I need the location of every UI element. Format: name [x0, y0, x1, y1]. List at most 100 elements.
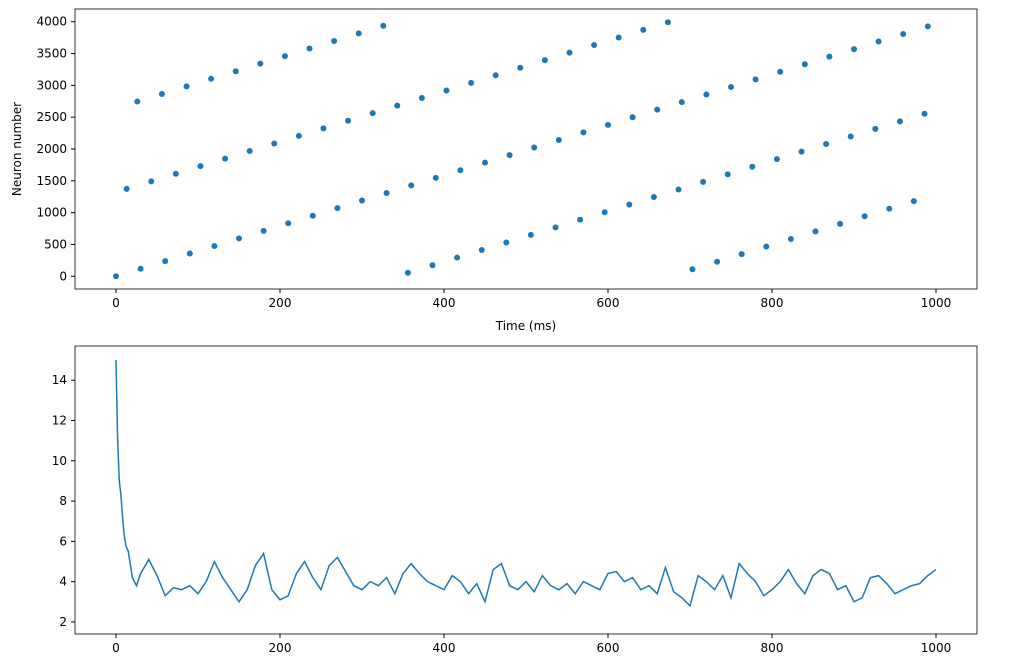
spike-point [443, 87, 450, 94]
spike-point [492, 72, 499, 79]
spike-point [113, 273, 119, 280]
spike-point [148, 178, 155, 185]
spike-point [798, 148, 805, 155]
spike-point [823, 141, 830, 148]
spike-point [123, 185, 130, 192]
spike-point [295, 132, 302, 139]
spike-point [172, 170, 179, 177]
x-tick-label: 600 [597, 641, 620, 655]
spike-point [615, 34, 622, 41]
y-tick-label: 500 [44, 237, 67, 251]
spike-point [334, 205, 341, 212]
spike-point [380, 22, 387, 29]
spike-point [257, 60, 264, 67]
spike-point [801, 61, 808, 68]
spike-point [738, 251, 745, 258]
spike-point [320, 125, 327, 132]
spike-point [359, 197, 365, 204]
spike-point [851, 46, 857, 53]
spike-point [134, 98, 141, 105]
y-tick-label: 2500 [36, 110, 67, 124]
spike-point [271, 140, 278, 147]
y-tick-label: 3000 [36, 78, 67, 92]
spike-point [158, 90, 165, 97]
y-tick-label: 10 [52, 454, 67, 468]
line-series [115, 360, 937, 608]
spike-point [689, 266, 696, 273]
spike-point [517, 64, 524, 71]
y-tick-label: 6 [59, 534, 67, 548]
x-axis-label: Time (ms) [495, 319, 557, 333]
spike-point [650, 194, 657, 201]
spike-point [714, 258, 721, 265]
spike-point [183, 83, 190, 90]
spike-point [197, 163, 204, 170]
spike-point [847, 133, 854, 140]
spike-point [281, 53, 288, 60]
y-tick-label: 12 [52, 414, 67, 428]
x-tick-label: 0 [112, 296, 120, 310]
spike-point [531, 144, 538, 151]
spike-point [552, 224, 559, 231]
spike-point [626, 201, 633, 208]
spike-point [700, 178, 707, 185]
spike-point [924, 23, 931, 30]
spike-point [162, 258, 169, 265]
x-tick-label: 800 [761, 296, 784, 310]
spike-point [246, 148, 253, 155]
spike-point [468, 79, 475, 86]
spike-point [222, 155, 229, 162]
spike-point [872, 125, 879, 132]
spike-point [482, 159, 488, 166]
spike-point [394, 102, 401, 109]
spike-point [429, 262, 436, 269]
spike-point [812, 228, 819, 235]
x-tick-label: 1000 [921, 641, 952, 655]
spike-point [457, 167, 464, 174]
spike-point [763, 243, 770, 250]
y-tick-label: 4 [59, 575, 67, 589]
spike-point [541, 57, 548, 64]
spike-point [921, 110, 928, 117]
spike-point [728, 83, 734, 90]
spike-point [331, 37, 338, 44]
spike-point [654, 106, 661, 113]
y-tick-label: 0 [59, 269, 67, 283]
spike-point [601, 209, 608, 216]
spike-point [506, 152, 513, 159]
x-tick-label: 0 [112, 641, 120, 655]
spike-point [724, 171, 731, 178]
y-tick-label: 1500 [36, 174, 67, 188]
spike-point [211, 242, 218, 249]
axes-frame [74, 8, 978, 290]
axes-frame [74, 345, 978, 635]
spike-point [910, 198, 917, 205]
spike-point [752, 76, 759, 83]
spike-point [678, 99, 685, 106]
spike-point [886, 205, 893, 212]
spike-point [369, 110, 376, 117]
x-tick-label: 400 [433, 641, 456, 655]
spike-point [664, 19, 671, 26]
spike-point [186, 250, 193, 257]
x-tick-label: 200 [269, 296, 292, 310]
spike-point [527, 231, 534, 238]
x-tick-label: 600 [597, 296, 620, 310]
spike-point [777, 68, 784, 75]
y-tick-label: 2 [59, 615, 67, 629]
spike-point [503, 239, 510, 246]
y-tick-label: 3500 [36, 47, 67, 61]
spike-point [749, 163, 756, 170]
x-tick-label: 1000 [921, 296, 952, 310]
spike-point [875, 38, 882, 45]
spike-point [900, 30, 907, 37]
spike-point [837, 220, 844, 227]
y-tick-label: 2000 [36, 142, 67, 156]
spike-point [306, 45, 313, 52]
y-tick-label: 4000 [36, 15, 67, 29]
spike-point [640, 26, 647, 33]
spike-point [896, 118, 903, 125]
spike-point [137, 265, 144, 272]
x-tick-label: 800 [761, 641, 784, 655]
spike-point [404, 269, 411, 276]
